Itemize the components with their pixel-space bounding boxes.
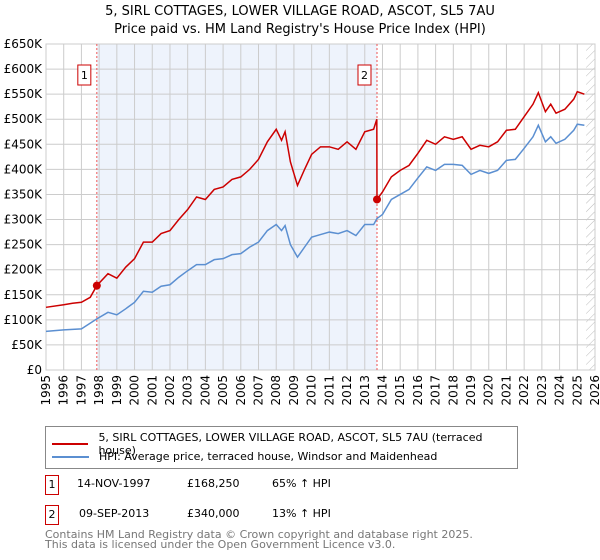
x-tick-label: 1999 xyxy=(110,375,124,406)
shaded-ownership-period xyxy=(96,44,377,370)
annotation-label: 2 xyxy=(361,69,368,82)
x-tick-label: 2024 xyxy=(553,375,567,406)
x-tick-label: 2025 xyxy=(570,375,584,406)
x-tick-label: 2013 xyxy=(358,375,372,406)
footer-line-2: This data is licensed under the Open Gov… xyxy=(45,538,396,551)
y-tick-label: £650K xyxy=(4,37,44,51)
blue-line-swatch xyxy=(52,455,89,458)
y-tick-label: £600K xyxy=(4,62,44,76)
x-tick-label: 2006 xyxy=(234,375,248,406)
legend-item-hpi: HPI: Average price, terraced house, Wind… xyxy=(52,450,437,463)
forecast-hatch xyxy=(586,44,595,370)
x-tick-label: 1996 xyxy=(57,375,71,406)
x-tick-label: 2012 xyxy=(340,375,354,406)
price-paid-line xyxy=(45,90,585,309)
legend-label: HPI: Average price, terraced house, Wind… xyxy=(99,450,438,463)
x-tick-label: 2001 xyxy=(145,375,159,406)
red-line-swatch xyxy=(52,443,89,445)
plot-frame xyxy=(45,43,596,371)
sale-point xyxy=(372,195,381,204)
x-tick-label: 1995 xyxy=(39,375,53,406)
x-tick-label: 2008 xyxy=(269,375,283,406)
y-tick-label: £100K xyxy=(4,313,44,327)
annotation-box xyxy=(357,64,372,86)
sale-point xyxy=(92,281,101,290)
y-tick-label: £250K xyxy=(4,238,44,252)
hpi-change: 65% ↑ HPI xyxy=(272,477,331,490)
y-tick-label: £400K xyxy=(4,162,44,176)
x-tick-label: 2011 xyxy=(322,375,336,406)
y-tick-label: £300K xyxy=(4,213,44,227)
y-tick-label: £150K xyxy=(4,288,44,302)
transaction-row: 2 09-SEP-2013 £340,000 13% ↑ HPI xyxy=(45,505,445,525)
footer-line-1: Contains HM Land Registry data © Crown c… xyxy=(45,528,473,541)
x-tick-label: 2000 xyxy=(128,375,142,406)
annotation-label: 1 xyxy=(81,69,88,82)
x-tick-label: 2026 xyxy=(588,375,600,406)
x-tick-label: 2022 xyxy=(517,375,531,406)
x-tick-label: 2004 xyxy=(198,375,212,406)
x-tick-label: 2007 xyxy=(252,375,266,406)
title: 5, SIRL COTTAGES, LOWER VILLAGE ROAD, AS… xyxy=(105,4,495,19)
y-tick-label: £350K xyxy=(4,187,44,201)
subtitle: Price paid vs. HM Land Registry's House … xyxy=(114,22,486,37)
y-tick-label: £550K xyxy=(4,87,44,101)
price: £340,000 xyxy=(187,507,240,520)
x-tick-label: 1997 xyxy=(74,375,88,406)
annotation-box xyxy=(77,64,92,86)
price-chart: £0 £50K £100K £150K £200K £250K £300K £350K £400… xyxy=(4,37,600,406)
x-tick-label: 2014 xyxy=(375,375,389,406)
x-tick-label: 2003 xyxy=(181,375,195,406)
price: £168,250 xyxy=(187,477,240,490)
x-tick-label: 2010 xyxy=(305,375,319,406)
legend-label: 5, SIRL COTTAGES, LOWER VILLAGE ROAD, AS… xyxy=(98,431,483,457)
x-tick-label: 2015 xyxy=(393,375,407,406)
y-tick-label: £0 xyxy=(27,363,42,377)
marker-badge: 1 xyxy=(45,475,59,495)
x-tick-label: 2016 xyxy=(411,375,425,406)
x-tick-label: 2023 xyxy=(535,375,549,406)
y-tick-label: £500K xyxy=(4,112,44,126)
hpi-line xyxy=(45,123,585,333)
hpi-change: 13% ↑ HPI xyxy=(272,507,331,520)
marker-badge: 2 xyxy=(45,505,59,525)
footer: Contains HM Land Registry data © Crown c… xyxy=(45,528,473,551)
date: 09-SEP-2013 xyxy=(79,507,150,520)
y-tick-label: £450K xyxy=(4,137,44,151)
legend: 5, SIRL COTTAGES, LOWER VILLAGE ROAD, AS… xyxy=(45,426,518,469)
x-tick-label: 2018 xyxy=(446,375,460,406)
x-tick-label: 2021 xyxy=(499,375,513,406)
legend-item-property: 5, SIRL COTTAGES, LOWER VILLAGE ROAD, AS… xyxy=(52,431,517,457)
chart-title: 5, SIRL COTTAGES, LOWER VILLAGE ROAD, AS… xyxy=(0,3,600,39)
y-tick-label: £50K xyxy=(11,338,43,352)
y-tick-label: £200K xyxy=(4,263,44,277)
transaction-row: 1 14-NOV-1997 £168,250 65% ↑ HPI xyxy=(45,475,445,495)
x-tick-label: 2020 xyxy=(482,375,496,406)
x-tick-label: 2017 xyxy=(429,375,443,406)
x-tick-label: 1998 xyxy=(92,375,106,406)
x-tick-label: 2002 xyxy=(163,375,177,406)
date: 14-NOV-1997 xyxy=(77,477,151,490)
x-tick-label: 2009 xyxy=(287,375,301,406)
x-tick-label: 2005 xyxy=(216,375,230,406)
x-tick-label: 2019 xyxy=(464,375,478,406)
